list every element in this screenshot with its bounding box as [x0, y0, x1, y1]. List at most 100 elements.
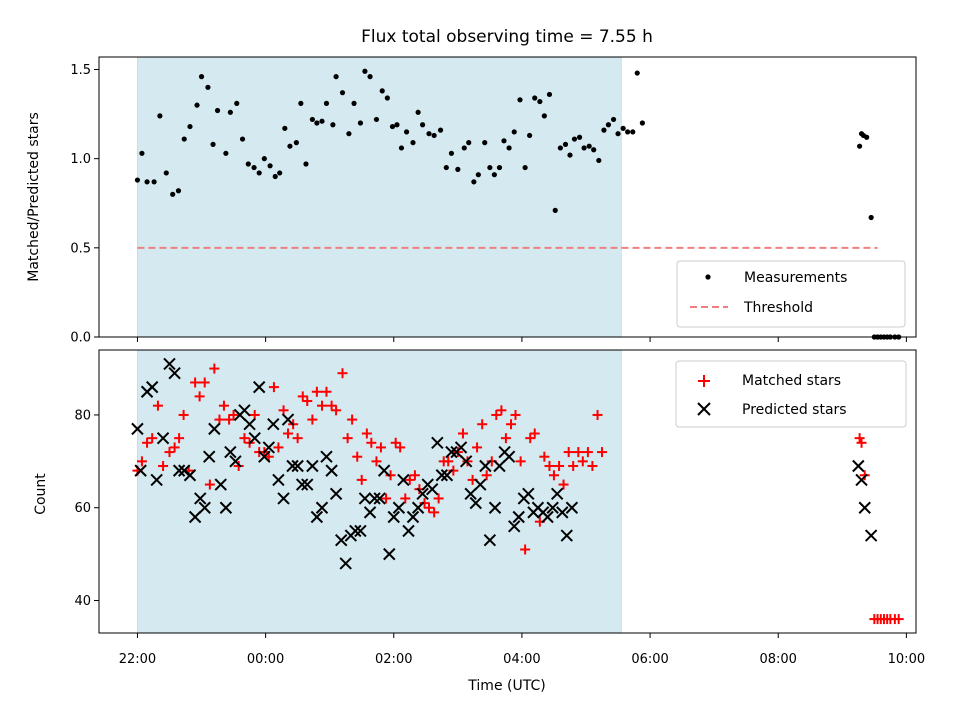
predicted-star-point: [522, 487, 535, 501]
measurement-point: [367, 74, 373, 80]
predicted-star-point: [145, 380, 159, 394]
matched-star-point: [302, 396, 313, 407]
matched-star-point: [419, 498, 430, 509]
predicted-star-point: [377, 464, 391, 477]
predicted-star-point: [267, 418, 280, 431]
measurement-point: [287, 143, 293, 149]
predicted-star-point: [262, 441, 276, 454]
matched-star-point: [381, 493, 392, 504]
measurement-point: [482, 140, 488, 146]
matched-star-point: [506, 419, 517, 430]
matched-star-point: [400, 493, 411, 504]
matched-star-point: [297, 391, 308, 402]
measurement-point: [373, 116, 380, 123]
matched-star-point: [375, 442, 386, 453]
matched-star-point: [273, 442, 284, 453]
matched-star-point: [366, 437, 377, 448]
legend-threshold-label: Threshold: [743, 300, 813, 316]
matched-star-point: [278, 405, 289, 416]
measurement-point: [151, 179, 157, 185]
measurement-point: [557, 145, 563, 151]
measurement-point: [323, 100, 330, 106]
measurement-point: [227, 109, 233, 115]
matched-star-point: [582, 447, 593, 458]
predicted-star-point: [258, 450, 271, 463]
predicted-star-point: [556, 506, 569, 519]
predicted-star-point: [252, 380, 266, 394]
predicted-star-point: [392, 501, 406, 514]
predicted-star-point: [183, 469, 197, 482]
measurement-point: [298, 100, 304, 106]
measurement-point: [586, 143, 592, 149]
measurement-point: [194, 102, 200, 108]
predicted-star-point: [431, 436, 444, 449]
matched-star-point: [142, 437, 153, 448]
measurement-point: [223, 150, 229, 156]
measurement-point: [205, 84, 211, 90]
measurement-point: [251, 164, 257, 171]
measurement-point: [634, 70, 640, 76]
predicted-star-point: [483, 534, 497, 547]
predicted-star-point: [349, 524, 362, 538]
predicted-star-point: [281, 413, 295, 426]
predicted-star-point: [163, 357, 176, 371]
top-x-ticks: [136, 337, 907, 342]
x-tick-label: 10:00: [888, 652, 925, 667]
measurement-point: [403, 129, 410, 135]
measurement-point: [198, 74, 205, 80]
measurement-point: [234, 100, 240, 106]
matched-star-point: [321, 386, 332, 397]
matched-star-point: [544, 460, 555, 471]
legend-measurements-label: Measurements: [744, 270, 847, 286]
measurement-point: [487, 164, 493, 171]
bottom-y-axis-label: Count: [33, 473, 49, 515]
matched-star-point: [292, 433, 303, 444]
predicted-star-point: [469, 496, 482, 510]
x-tick-label: 04:00: [503, 652, 540, 667]
matched-star-point: [390, 437, 401, 448]
legend-matched-label: Matched stars: [742, 373, 841, 389]
predicted-star-point: [454, 441, 468, 454]
measurement-point: [394, 122, 400, 128]
matched-star-point: [174, 433, 185, 444]
measurement-point: [282, 125, 288, 131]
predicted-star-point: [474, 478, 487, 491]
measurement-point: [261, 156, 267, 162]
measurement-point: [562, 141, 569, 147]
measurement-point: [591, 147, 597, 153]
predicted-star-point: [479, 459, 492, 473]
measurement-point: [379, 88, 385, 94]
matched-star-point: [529, 428, 540, 439]
predicted-star-point: [411, 501, 425, 514]
legend-predicted-label: Predicted stars: [742, 402, 847, 418]
measurement-point: [245, 161, 251, 167]
measurement-point: [256, 170, 262, 176]
predicted-star-point: [243, 418, 256, 431]
predicted-star-point: [440, 469, 454, 482]
measurement-point: [461, 145, 467, 151]
predicted-star-point: [426, 482, 439, 496]
bottom-axes-frame: [98, 349, 917, 634]
predicted-star-point: [363, 506, 377, 519]
measurement-point: [170, 191, 176, 197]
matched-star-point: [554, 460, 565, 471]
top-axes-frame: [98, 56, 917, 338]
predicted-star-point: [248, 431, 261, 445]
top-y-axis-label: Matched/Predicted stars: [26, 112, 42, 282]
predicted-star-point: [565, 501, 579, 514]
measurements-layer: [134, 68, 902, 340]
predicted-star-point: [198, 501, 211, 514]
x-axis-label: Time (UTC): [467, 678, 545, 694]
predicted-star-point: [134, 464, 147, 477]
matched-star-point: [331, 405, 342, 416]
predicted-star-point: [219, 501, 233, 514]
matched-star-point: [520, 544, 531, 555]
predicted-star-point: [435, 469, 449, 482]
measurement-point: [610, 116, 617, 123]
y-tick-label: 60: [74, 501, 91, 516]
predicted-star-point: [150, 473, 163, 487]
predicted-star-point: [402, 524, 415, 538]
measurement-point: [615, 131, 621, 137]
predicted-star-point: [493, 459, 506, 473]
matched-star-point: [204, 479, 215, 490]
